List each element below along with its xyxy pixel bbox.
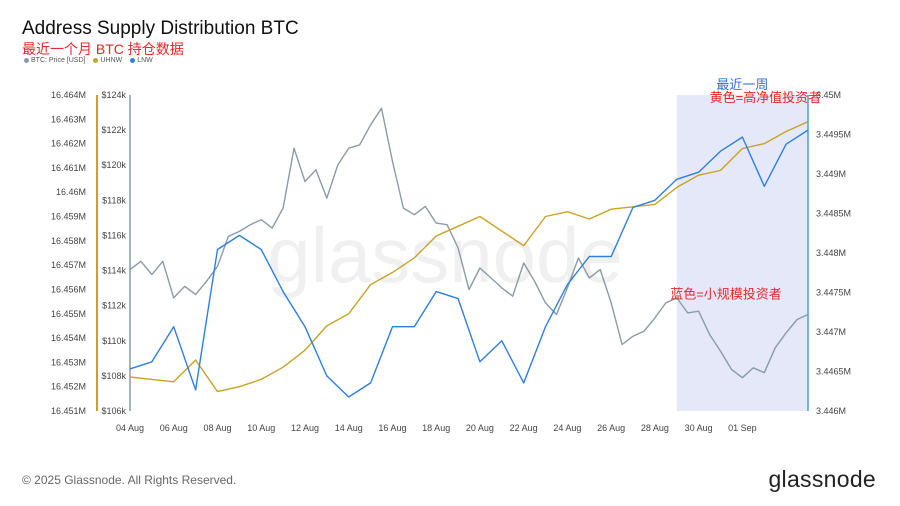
lnw-tick-label: 3.448M bbox=[816, 248, 846, 258]
price-tick-label: $118k bbox=[102, 195, 126, 205]
x-tick-label: 08 Aug bbox=[203, 423, 231, 433]
watermark: glassnode bbox=[267, 211, 623, 299]
chart-annotation: 蓝色=小规模投资者 bbox=[670, 287, 782, 302]
lnw-tick-label: 3.4495M bbox=[816, 130, 851, 140]
copyright-text: © 2025 Glassnode. All Rights Reserved. bbox=[22, 473, 237, 487]
price-tick-label: $122k bbox=[101, 125, 126, 135]
uhnw-tick-label: 16.462M bbox=[51, 139, 86, 149]
lnw-tick-label: 3.4465M bbox=[816, 367, 851, 377]
lnw-tick-label: 3.4475M bbox=[816, 288, 851, 298]
x-tick-label: 18 Aug bbox=[422, 423, 450, 433]
lnw-tick-label: 3.449M bbox=[816, 169, 846, 179]
chart-annotation: 黄色=高净值投资者 bbox=[710, 90, 822, 105]
highlight-label: 最近一周 bbox=[716, 77, 768, 92]
price-tick-label: $112k bbox=[102, 301, 126, 311]
uhnw-tick-label: 16.461M bbox=[51, 163, 86, 173]
legend-dot bbox=[93, 58, 99, 63]
legend-label: LNW bbox=[137, 57, 153, 64]
chart-subtitle: 最近一个月 BTC 持仓数据 bbox=[22, 41, 184, 57]
price-tick-label: $110k bbox=[102, 336, 126, 346]
x-tick-label: 14 Aug bbox=[335, 423, 363, 433]
uhnw-tick-label: 16.456M bbox=[51, 284, 86, 294]
chart-legend: BTC: Price [USD] UHNW LNW bbox=[24, 57, 153, 64]
lnw-tick-label: 3.446M bbox=[816, 406, 846, 416]
x-tick-label: 06 Aug bbox=[160, 423, 188, 433]
x-tick-label: 28 Aug bbox=[641, 423, 669, 433]
lnw-tick-label: 3.447M bbox=[816, 327, 846, 337]
uhnw-tick-label: 16.453M bbox=[51, 357, 86, 367]
uhnw-tick-label: 16.455M bbox=[51, 309, 86, 319]
legend-label: UHNW bbox=[100, 57, 123, 64]
legend-dot bbox=[24, 58, 29, 63]
glassnode-logo[interactable]: glassnode bbox=[768, 466, 876, 492]
uhnw-tick-label: 16.458M bbox=[51, 236, 86, 246]
lnw-tick-label: 3.45M bbox=[816, 90, 841, 100]
series-line-price bbox=[129, 107, 809, 379]
highlight-region bbox=[676, 95, 808, 411]
x-tick-label: 12 Aug bbox=[291, 423, 319, 433]
x-tick-label: 24 Aug bbox=[553, 423, 581, 433]
uhnw-tick-label: 16.452M bbox=[51, 382, 86, 392]
legend-item[interactable]: LNW bbox=[130, 57, 153, 64]
uhnw-tick-label: 16.464M bbox=[51, 90, 86, 100]
legend-item[interactable]: BTC: Price [USD] bbox=[24, 57, 85, 64]
x-tick-label: 04 Aug bbox=[116, 423, 144, 433]
uhnw-tick-label: 16.457M bbox=[51, 260, 86, 270]
x-tick-label: 22 Aug bbox=[510, 423, 538, 433]
price-tick-label: $124k bbox=[101, 90, 126, 100]
price-tick-label: $114k bbox=[102, 266, 126, 276]
chart-title: Address Supply Distribution BTC bbox=[22, 18, 299, 39]
x-tick-label: 30 Aug bbox=[685, 423, 713, 433]
legend-label: BTC: Price [USD] bbox=[31, 57, 86, 64]
uhnw-tick-label: 16.454M bbox=[51, 333, 86, 343]
price-tick-label: $108k bbox=[101, 371, 126, 381]
price-tick-label: $116k bbox=[102, 230, 126, 240]
legend-item[interactable]: UHNW bbox=[93, 57, 122, 64]
x-tick-label: 20 Aug bbox=[466, 423, 494, 433]
x-tick-label: 01 Sep bbox=[728, 423, 757, 433]
series-line-lnw bbox=[129, 129, 809, 398]
uhnw-tick-label: 16.459M bbox=[51, 212, 86, 222]
lnw-tick-label: 3.4485M bbox=[816, 209, 851, 219]
uhnw-tick-label: 16.46M bbox=[56, 187, 86, 197]
price-tick-label: $120k bbox=[101, 160, 126, 170]
price-tick-label: $106k bbox=[101, 406, 126, 416]
series-line-uhnw bbox=[129, 121, 809, 393]
x-tick-label: 26 Aug bbox=[597, 423, 625, 433]
x-tick-label: 16 Aug bbox=[378, 423, 406, 433]
uhnw-tick-label: 16.451M bbox=[51, 406, 86, 416]
uhnw-tick-label: 16.463M bbox=[51, 114, 86, 124]
legend-dot bbox=[130, 58, 136, 63]
x-tick-label: 10 Aug bbox=[247, 423, 275, 433]
